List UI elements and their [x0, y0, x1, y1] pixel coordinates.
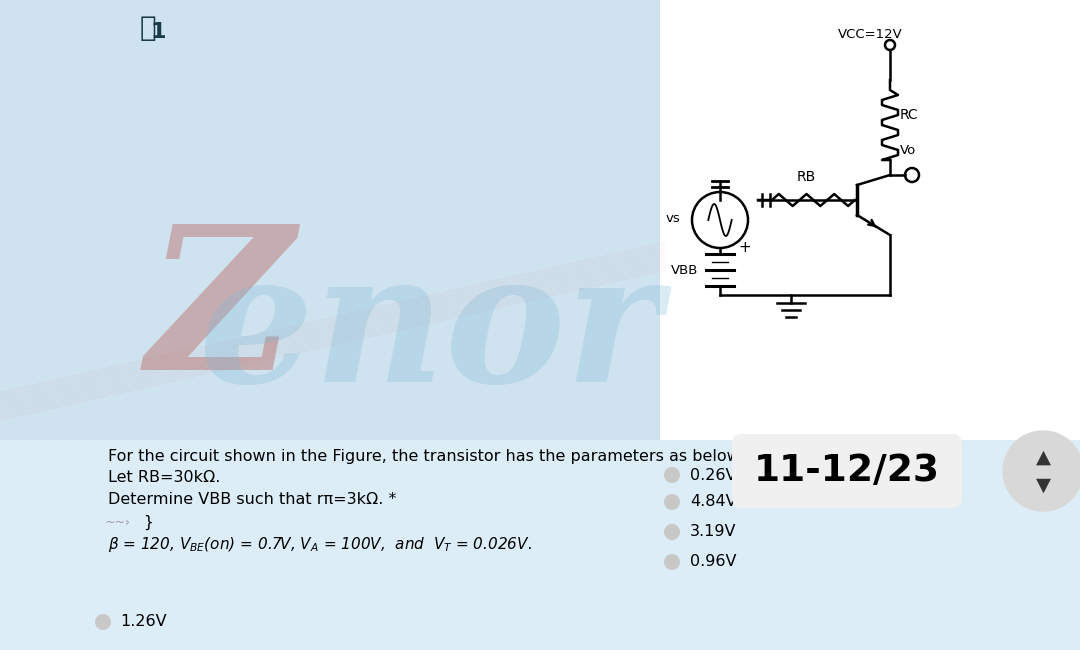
Text: ▼: ▼	[1036, 476, 1051, 495]
Circle shape	[95, 614, 111, 630]
Text: 1.26V: 1.26V	[120, 614, 166, 629]
Text: +: +	[738, 240, 751, 255]
FancyBboxPatch shape	[660, 0, 1080, 650]
Text: VCC=12V: VCC=12V	[838, 28, 903, 41]
FancyBboxPatch shape	[732, 434, 962, 508]
Text: Vo: Vo	[900, 144, 916, 157]
Text: 1: 1	[150, 22, 165, 42]
Circle shape	[664, 524, 680, 540]
Text: For the circuit shown in the Figure, the transistor has the parameters as below.: For the circuit shown in the Figure, the…	[108, 450, 743, 465]
Text: vs: vs	[665, 211, 680, 224]
Text: RB: RB	[797, 170, 816, 184]
Text: 4.84V: 4.84V	[690, 495, 737, 510]
Text: enor: enor	[199, 244, 661, 421]
Text: Let RB=30kΩ.: Let RB=30kΩ.	[108, 471, 220, 486]
Text: Determine VBB such that rπ=3kΩ. *: Determine VBB such that rπ=3kΩ. *	[108, 491, 396, 506]
Text: 彡: 彡	[139, 14, 157, 42]
Text: VBB: VBB	[671, 263, 698, 276]
Circle shape	[664, 467, 680, 483]
Text: 11-12/23: 11-12/23	[754, 453, 940, 489]
FancyBboxPatch shape	[0, 0, 660, 650]
Circle shape	[664, 494, 680, 510]
Text: ~~›: ~~›	[105, 515, 131, 528]
Text: $\beta$ = 120, $V_{BE}$(on) = 0.7V, $V_A$ = 100V,  and  $V_T$ = 0.026V.: $\beta$ = 120, $V_{BE}$(on) = 0.7V, $V_A…	[108, 536, 531, 554]
Text: 3.19V: 3.19V	[690, 525, 737, 540]
Text: }: }	[143, 514, 152, 530]
FancyBboxPatch shape	[0, 440, 1080, 650]
Circle shape	[1003, 431, 1080, 511]
Text: 0.96V: 0.96V	[690, 554, 737, 569]
Text: RC: RC	[900, 108, 919, 122]
Text: ▲: ▲	[1036, 447, 1051, 467]
Circle shape	[664, 554, 680, 570]
Text: Z: Z	[147, 218, 294, 412]
Text: 0.26V: 0.26V	[690, 467, 737, 482]
